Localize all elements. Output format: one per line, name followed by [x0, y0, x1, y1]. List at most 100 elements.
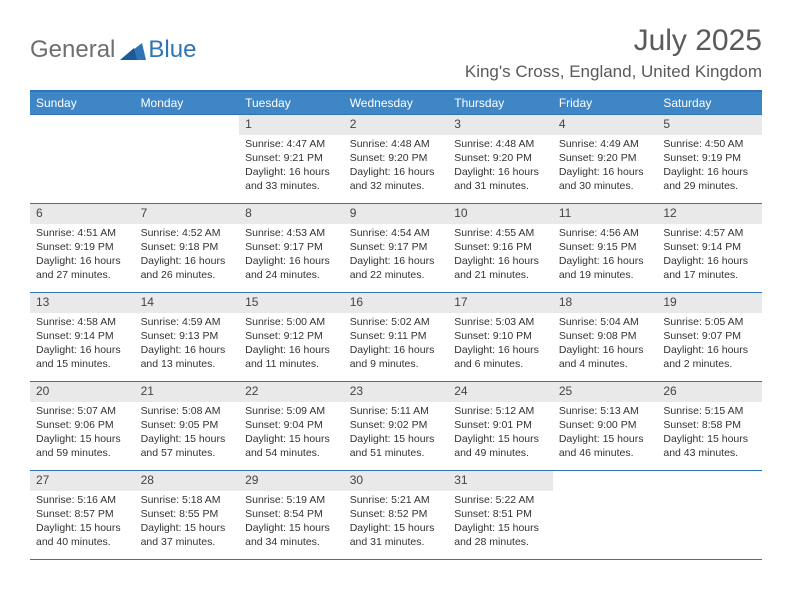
calendar-body: 1Sunrise: 4:47 AMSunset: 9:21 PMDaylight…	[30, 115, 762, 560]
daylight-text: Daylight: 15 hours and 57 minutes.	[141, 432, 234, 460]
sunrise-text: Sunrise: 5:12 AM	[454, 404, 547, 418]
day-body: Sunrise: 5:11 AMSunset: 9:02 PMDaylight:…	[344, 402, 449, 465]
day-body: Sunrise: 5:00 AMSunset: 9:12 PMDaylight:…	[239, 313, 344, 376]
calendar-day: 12Sunrise: 4:57 AMSunset: 9:14 PMDayligh…	[657, 204, 762, 293]
sunset-text: Sunset: 9:08 PM	[559, 329, 652, 343]
day-number: 9	[344, 204, 449, 224]
sunset-text: Sunset: 9:15 PM	[559, 240, 652, 254]
location-text: King's Cross, England, United Kingdom	[465, 62, 762, 82]
sunset-text: Sunset: 9:12 PM	[245, 329, 338, 343]
sunset-text: Sunset: 9:16 PM	[454, 240, 547, 254]
sunset-text: Sunset: 9:00 PM	[559, 418, 652, 432]
day-number: 13	[30, 293, 135, 313]
day-number: 24	[448, 382, 553, 402]
calendar-day: 27Sunrise: 5:16 AMSunset: 8:57 PMDayligh…	[30, 471, 135, 560]
day-body: Sunrise: 5:02 AMSunset: 9:11 PMDaylight:…	[344, 313, 449, 376]
day-body: Sunrise: 4:57 AMSunset: 9:14 PMDaylight:…	[657, 224, 762, 287]
day-body: Sunrise: 5:12 AMSunset: 9:01 PMDaylight:…	[448, 402, 553, 465]
daylight-text: Daylight: 16 hours and 13 minutes.	[141, 343, 234, 371]
daylight-text: Daylight: 16 hours and 21 minutes.	[454, 254, 547, 282]
sunrise-text: Sunrise: 4:58 AM	[36, 315, 129, 329]
calendar-day: 5Sunrise: 4:50 AMSunset: 9:19 PMDaylight…	[657, 115, 762, 204]
day-body: Sunrise: 5:15 AMSunset: 8:58 PMDaylight:…	[657, 402, 762, 465]
daylight-text: Daylight: 16 hours and 11 minutes.	[245, 343, 338, 371]
sunset-text: Sunset: 8:52 PM	[350, 507, 443, 521]
day-number: 20	[30, 382, 135, 402]
calendar-empty	[657, 471, 762, 560]
logo-text-blue: Blue	[148, 36, 196, 64]
calendar-day: 18Sunrise: 5:04 AMSunset: 9:08 PMDayligh…	[553, 293, 658, 382]
daylight-text: Daylight: 16 hours and 24 minutes.	[245, 254, 338, 282]
day-body: Sunrise: 5:21 AMSunset: 8:52 PMDaylight:…	[344, 491, 449, 554]
daylight-text: Daylight: 15 hours and 34 minutes.	[245, 521, 338, 549]
daylight-text: Daylight: 15 hours and 59 minutes.	[36, 432, 129, 460]
day-number: 11	[553, 204, 658, 224]
calendar-row: 27Sunrise: 5:16 AMSunset: 8:57 PMDayligh…	[30, 471, 762, 560]
sunrise-text: Sunrise: 5:19 AM	[245, 493, 338, 507]
day-number: 30	[344, 471, 449, 491]
day-body: Sunrise: 4:58 AMSunset: 9:14 PMDaylight:…	[30, 313, 135, 376]
sunrise-text: Sunrise: 5:16 AM	[36, 493, 129, 507]
calendar-row: 13Sunrise: 4:58 AMSunset: 9:14 PMDayligh…	[30, 293, 762, 382]
logo: General Blue	[30, 26, 196, 64]
sunset-text: Sunset: 9:02 PM	[350, 418, 443, 432]
calendar-day: 25Sunrise: 5:13 AMSunset: 9:00 PMDayligh…	[553, 382, 658, 471]
day-number: 26	[657, 382, 762, 402]
day-number: 8	[239, 204, 344, 224]
day-body: Sunrise: 5:09 AMSunset: 9:04 PMDaylight:…	[239, 402, 344, 465]
daylight-text: Daylight: 16 hours and 26 minutes.	[141, 254, 234, 282]
day-number: 15	[239, 293, 344, 313]
calendar-day: 2Sunrise: 4:48 AMSunset: 9:20 PMDaylight…	[344, 115, 449, 204]
calendar-day: 28Sunrise: 5:18 AMSunset: 8:55 PMDayligh…	[135, 471, 240, 560]
sunrise-text: Sunrise: 5:03 AM	[454, 315, 547, 329]
day-number: 1	[239, 115, 344, 135]
calendar-head: SundayMondayTuesdayWednesdayThursdayFrid…	[30, 92, 762, 115]
calendar-day: 26Sunrise: 5:15 AMSunset: 8:58 PMDayligh…	[657, 382, 762, 471]
day-body: Sunrise: 4:54 AMSunset: 9:17 PMDaylight:…	[344, 224, 449, 287]
sunrise-text: Sunrise: 4:54 AM	[350, 226, 443, 240]
day-body: Sunrise: 5:07 AMSunset: 9:06 PMDaylight:…	[30, 402, 135, 465]
calendar-row: 6Sunrise: 4:51 AMSunset: 9:19 PMDaylight…	[30, 204, 762, 293]
calendar-day: 11Sunrise: 4:56 AMSunset: 9:15 PMDayligh…	[553, 204, 658, 293]
sunrise-text: Sunrise: 5:09 AM	[245, 404, 338, 418]
sunset-text: Sunset: 8:54 PM	[245, 507, 338, 521]
logo-triangle-icon	[120, 40, 146, 60]
day-number: 4	[553, 115, 658, 135]
daylight-text: Daylight: 15 hours and 46 minutes.	[559, 432, 652, 460]
calendar-day: 23Sunrise: 5:11 AMSunset: 9:02 PMDayligh…	[344, 382, 449, 471]
daylight-text: Daylight: 16 hours and 31 minutes.	[454, 165, 547, 193]
sunrise-text: Sunrise: 4:55 AM	[454, 226, 547, 240]
day-number: 7	[135, 204, 240, 224]
daylight-text: Daylight: 15 hours and 51 minutes.	[350, 432, 443, 460]
sunset-text: Sunset: 8:55 PM	[141, 507, 234, 521]
daylight-text: Daylight: 16 hours and 30 minutes.	[559, 165, 652, 193]
day-number: 3	[448, 115, 553, 135]
calendar-day: 3Sunrise: 4:48 AMSunset: 9:20 PMDaylight…	[448, 115, 553, 204]
calendar-empty	[30, 115, 135, 204]
weekday-header: Sunday	[30, 92, 135, 115]
sunrise-text: Sunrise: 5:00 AM	[245, 315, 338, 329]
sunset-text: Sunset: 9:05 PM	[141, 418, 234, 432]
calendar-day: 8Sunrise: 4:53 AMSunset: 9:17 PMDaylight…	[239, 204, 344, 293]
sunset-text: Sunset: 9:10 PM	[454, 329, 547, 343]
day-number: 27	[30, 471, 135, 491]
daylight-text: Daylight: 15 hours and 31 minutes.	[350, 521, 443, 549]
day-body: Sunrise: 5:04 AMSunset: 9:08 PMDaylight:…	[553, 313, 658, 376]
sunset-text: Sunset: 9:20 PM	[559, 151, 652, 165]
daylight-text: Daylight: 16 hours and 17 minutes.	[663, 254, 756, 282]
day-number: 12	[657, 204, 762, 224]
day-number: 31	[448, 471, 553, 491]
day-body: Sunrise: 5:03 AMSunset: 9:10 PMDaylight:…	[448, 313, 553, 376]
calendar-table: SundayMondayTuesdayWednesdayThursdayFrid…	[30, 92, 762, 560]
sunrise-text: Sunrise: 4:49 AM	[559, 137, 652, 151]
calendar-day: 21Sunrise: 5:08 AMSunset: 9:05 PMDayligh…	[135, 382, 240, 471]
day-body: Sunrise: 5:18 AMSunset: 8:55 PMDaylight:…	[135, 491, 240, 554]
sunrise-text: Sunrise: 4:53 AM	[245, 226, 338, 240]
calendar-day: 22Sunrise: 5:09 AMSunset: 9:04 PMDayligh…	[239, 382, 344, 471]
sunrise-text: Sunrise: 5:04 AM	[559, 315, 652, 329]
day-body: Sunrise: 5:08 AMSunset: 9:05 PMDaylight:…	[135, 402, 240, 465]
daylight-text: Daylight: 16 hours and 32 minutes.	[350, 165, 443, 193]
calendar-row: 1Sunrise: 4:47 AMSunset: 9:21 PMDaylight…	[30, 115, 762, 204]
sunrise-text: Sunrise: 5:11 AM	[350, 404, 443, 418]
sunset-text: Sunset: 9:21 PM	[245, 151, 338, 165]
